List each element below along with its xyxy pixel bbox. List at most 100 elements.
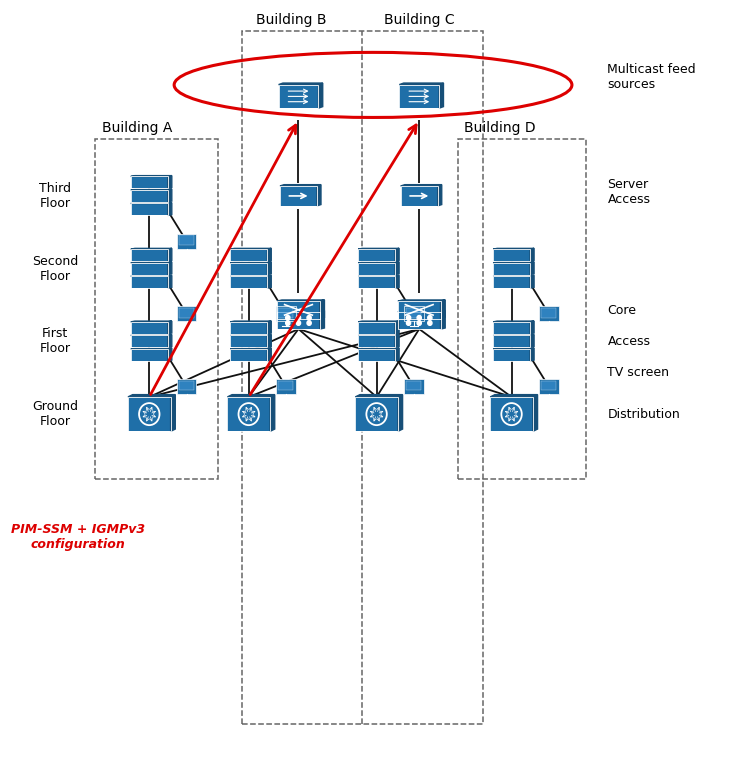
Polygon shape	[493, 275, 534, 276]
Polygon shape	[439, 83, 444, 108]
FancyBboxPatch shape	[358, 249, 395, 261]
FancyBboxPatch shape	[230, 249, 267, 261]
Polygon shape	[230, 321, 272, 322]
Polygon shape	[267, 249, 272, 261]
Text: Third
Floor: Third Floor	[39, 182, 71, 210]
FancyBboxPatch shape	[230, 322, 267, 334]
Text: Server
Access: Server Access	[607, 178, 651, 206]
FancyBboxPatch shape	[230, 262, 267, 275]
Polygon shape	[230, 334, 272, 335]
FancyBboxPatch shape	[406, 380, 421, 390]
Polygon shape	[319, 83, 322, 108]
Polygon shape	[358, 348, 399, 349]
FancyBboxPatch shape	[230, 349, 267, 361]
FancyBboxPatch shape	[493, 249, 530, 261]
Polygon shape	[530, 321, 534, 334]
Polygon shape	[131, 189, 171, 190]
Circle shape	[297, 321, 300, 325]
Text: Access: Access	[607, 335, 651, 348]
Text: Building A: Building A	[102, 120, 172, 135]
Polygon shape	[398, 300, 445, 301]
Polygon shape	[355, 395, 403, 397]
FancyBboxPatch shape	[398, 301, 441, 318]
Polygon shape	[319, 311, 325, 329]
Circle shape	[286, 315, 290, 320]
FancyBboxPatch shape	[227, 397, 270, 431]
Circle shape	[406, 315, 411, 320]
FancyBboxPatch shape	[131, 349, 168, 361]
Circle shape	[428, 321, 432, 325]
FancyBboxPatch shape	[493, 349, 530, 361]
FancyBboxPatch shape	[541, 380, 556, 390]
Polygon shape	[530, 275, 534, 288]
Polygon shape	[530, 348, 534, 361]
FancyBboxPatch shape	[230, 335, 267, 347]
Polygon shape	[395, 275, 399, 288]
Circle shape	[428, 315, 432, 320]
Polygon shape	[270, 395, 275, 431]
FancyBboxPatch shape	[179, 380, 194, 390]
FancyBboxPatch shape	[358, 335, 395, 347]
Text: Building D: Building D	[464, 120, 536, 135]
Text: Ground
Floor: Ground Floor	[32, 400, 78, 428]
FancyBboxPatch shape	[278, 308, 294, 318]
Polygon shape	[230, 275, 272, 276]
Polygon shape	[493, 334, 534, 335]
Polygon shape	[398, 395, 403, 431]
Polygon shape	[438, 185, 442, 206]
Polygon shape	[493, 321, 534, 322]
Circle shape	[417, 315, 421, 320]
FancyBboxPatch shape	[276, 379, 296, 394]
FancyBboxPatch shape	[131, 262, 168, 275]
FancyBboxPatch shape	[277, 301, 319, 318]
FancyBboxPatch shape	[400, 186, 438, 206]
Polygon shape	[395, 262, 399, 275]
Circle shape	[417, 321, 421, 325]
Polygon shape	[490, 395, 537, 397]
FancyBboxPatch shape	[406, 308, 421, 318]
Polygon shape	[168, 262, 171, 275]
FancyBboxPatch shape	[278, 84, 319, 108]
Polygon shape	[267, 262, 272, 275]
FancyBboxPatch shape	[177, 234, 197, 249]
Polygon shape	[493, 348, 534, 349]
Polygon shape	[131, 321, 171, 322]
FancyBboxPatch shape	[131, 322, 168, 334]
Polygon shape	[230, 348, 272, 349]
Polygon shape	[267, 321, 272, 334]
FancyBboxPatch shape	[541, 308, 556, 318]
Polygon shape	[395, 321, 399, 334]
Polygon shape	[168, 189, 171, 202]
Text: Building B: Building B	[256, 14, 327, 28]
Polygon shape	[168, 249, 171, 261]
Polygon shape	[131, 348, 171, 349]
Text: Core: Core	[607, 304, 637, 318]
FancyBboxPatch shape	[131, 249, 168, 261]
Polygon shape	[530, 334, 534, 347]
Polygon shape	[533, 395, 537, 431]
FancyBboxPatch shape	[177, 379, 197, 394]
Polygon shape	[530, 249, 534, 261]
Circle shape	[307, 315, 311, 320]
FancyBboxPatch shape	[179, 308, 194, 318]
Circle shape	[297, 315, 300, 320]
Text: Second
Floor: Second Floor	[32, 255, 78, 283]
Polygon shape	[441, 311, 445, 329]
Polygon shape	[278, 83, 322, 84]
FancyBboxPatch shape	[404, 306, 424, 321]
FancyBboxPatch shape	[358, 349, 395, 361]
Polygon shape	[131, 202, 171, 203]
Polygon shape	[227, 395, 275, 397]
Text: PIM-SSM + IGMPv3
configuration: PIM-SSM + IGMPv3 configuration	[11, 522, 145, 551]
Polygon shape	[168, 176, 171, 189]
Polygon shape	[168, 334, 171, 347]
FancyBboxPatch shape	[277, 311, 319, 329]
Polygon shape	[168, 348, 171, 361]
FancyBboxPatch shape	[358, 322, 395, 334]
FancyBboxPatch shape	[278, 380, 294, 390]
Polygon shape	[530, 262, 534, 275]
Polygon shape	[131, 275, 171, 276]
Polygon shape	[267, 348, 272, 361]
Polygon shape	[267, 334, 272, 347]
Polygon shape	[168, 275, 171, 288]
